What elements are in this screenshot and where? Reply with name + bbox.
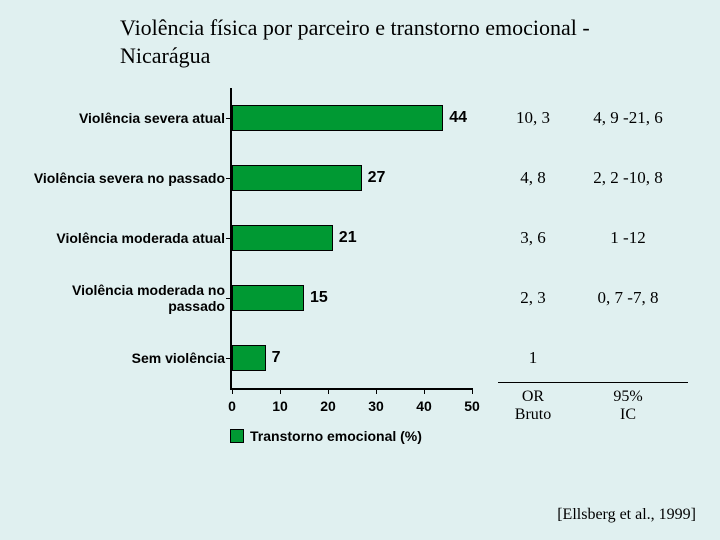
citation: [Ellsberg et al., 1999] [557,506,696,524]
x-tick-label: 20 [320,398,336,414]
stats-or-value: 1 [498,348,568,368]
x-tick [376,388,377,394]
stats-row: 3, 61 -12 [498,228,708,248]
x-tick-label: 30 [368,398,384,414]
stats-ci-value: 1 -12 [568,228,688,248]
x-tick [232,388,233,394]
stats-or-value: 2, 3 [498,288,568,308]
bar [232,105,443,131]
slide: Violência física por parceiro e transtor… [0,0,720,540]
stats-row: 2, 30, 7 -7, 8 [498,288,708,308]
stats-header-ci: 95%IC [568,388,688,424]
legend: Transtorno emocional (%) [230,428,422,444]
stats-or-value: 3, 6 [498,228,568,248]
stats-row: 4, 82, 2 -10, 8 [498,168,708,188]
x-tick-label: 0 [228,398,236,414]
bar [232,285,304,311]
x-tick [280,388,281,394]
stats-row: 10, 34, 9 -21, 6 [498,108,708,128]
legend-label: Transtorno emocional (%) [250,428,422,444]
bar-value-label: 7 [272,349,281,367]
stats-divider [498,382,688,383]
stats-header: ORBruto95%IC [498,388,708,424]
bar-value-label: 15 [310,289,328,307]
x-tick-label: 40 [416,398,432,414]
bar [232,165,362,191]
x-tick-label: 10 [272,398,288,414]
stats-ci-value: 0, 7 -7, 8 [568,288,688,308]
bar-value-label: 21 [339,229,357,247]
bar-value-label: 44 [449,109,467,127]
stats-row: 1 [498,348,708,368]
bar [232,345,266,371]
stats-panel: 10, 34, 9 -21, 6 4, 82, 2 -10, 8 3, 61 -12… [498,88,708,448]
category-label: Violência moderada no passado [30,282,225,314]
bar [232,225,333,251]
stats-or-value: 4, 8 [498,168,568,188]
stats-or-value: 10, 3 [498,108,568,128]
legend-swatch [230,429,244,443]
stats-ci-value: 4, 9 -21, 6 [568,108,688,128]
stats-ci-value [568,348,688,368]
slide-title: Violência física por parceiro e transtor… [120,14,620,69]
category-label: Violência moderada atual [30,230,225,246]
bar-value-label: 27 [368,169,386,187]
category-label: Violência severa atual [30,110,225,126]
stats-header-or: ORBruto [498,388,568,424]
plot-area: 01020304050442721157 [230,88,472,390]
x-tick-label: 50 [464,398,480,414]
category-label: Sem violência [30,350,225,366]
stats-ci-value: 2, 2 -10, 8 [568,168,688,188]
x-tick [328,388,329,394]
category-label: Violência severa no passado [30,170,225,186]
x-tick [472,388,473,394]
x-tick [424,388,425,394]
bar-chart: 01020304050442721157 Transtorno emociona… [30,88,470,468]
